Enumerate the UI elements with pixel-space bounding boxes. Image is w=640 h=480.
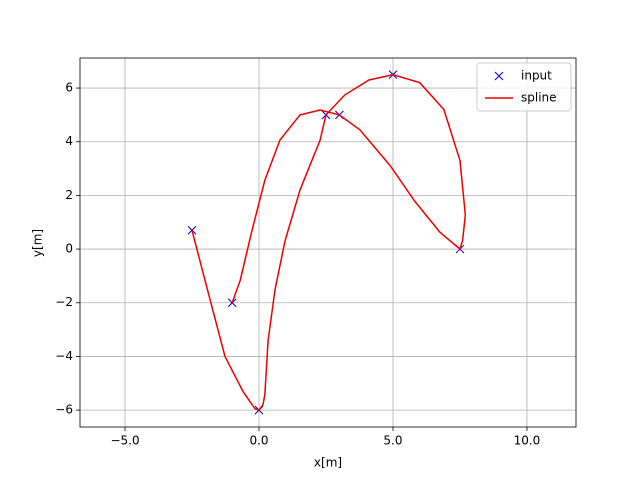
spline-line [191,73,467,411]
plot-frame [79,57,577,428]
x-axis-label: x[m] [314,456,342,470]
input-point [187,225,197,235]
legend-label: spline [521,91,557,105]
y-tick-label: −4 [55,349,73,363]
x-tick-label: 0.0 [249,434,268,448]
y-tick-label: −6 [55,403,73,417]
y-axis-label: y[m] [31,229,45,257]
x-tick-label: −5.0 [110,434,139,448]
legend-label: input [521,69,552,83]
y-tick-label: −2 [55,295,73,309]
y-tick-label: 2 [65,188,73,202]
x-tick-label: 10.0 [514,434,541,448]
y-tick-label: 4 [65,134,73,148]
legend-swatch [494,71,504,81]
y-tick-label: 6 [65,81,73,95]
y-tick-label: 0 [65,242,73,256]
x-tick-label: 5.0 [383,434,402,448]
input-point [227,298,237,308]
